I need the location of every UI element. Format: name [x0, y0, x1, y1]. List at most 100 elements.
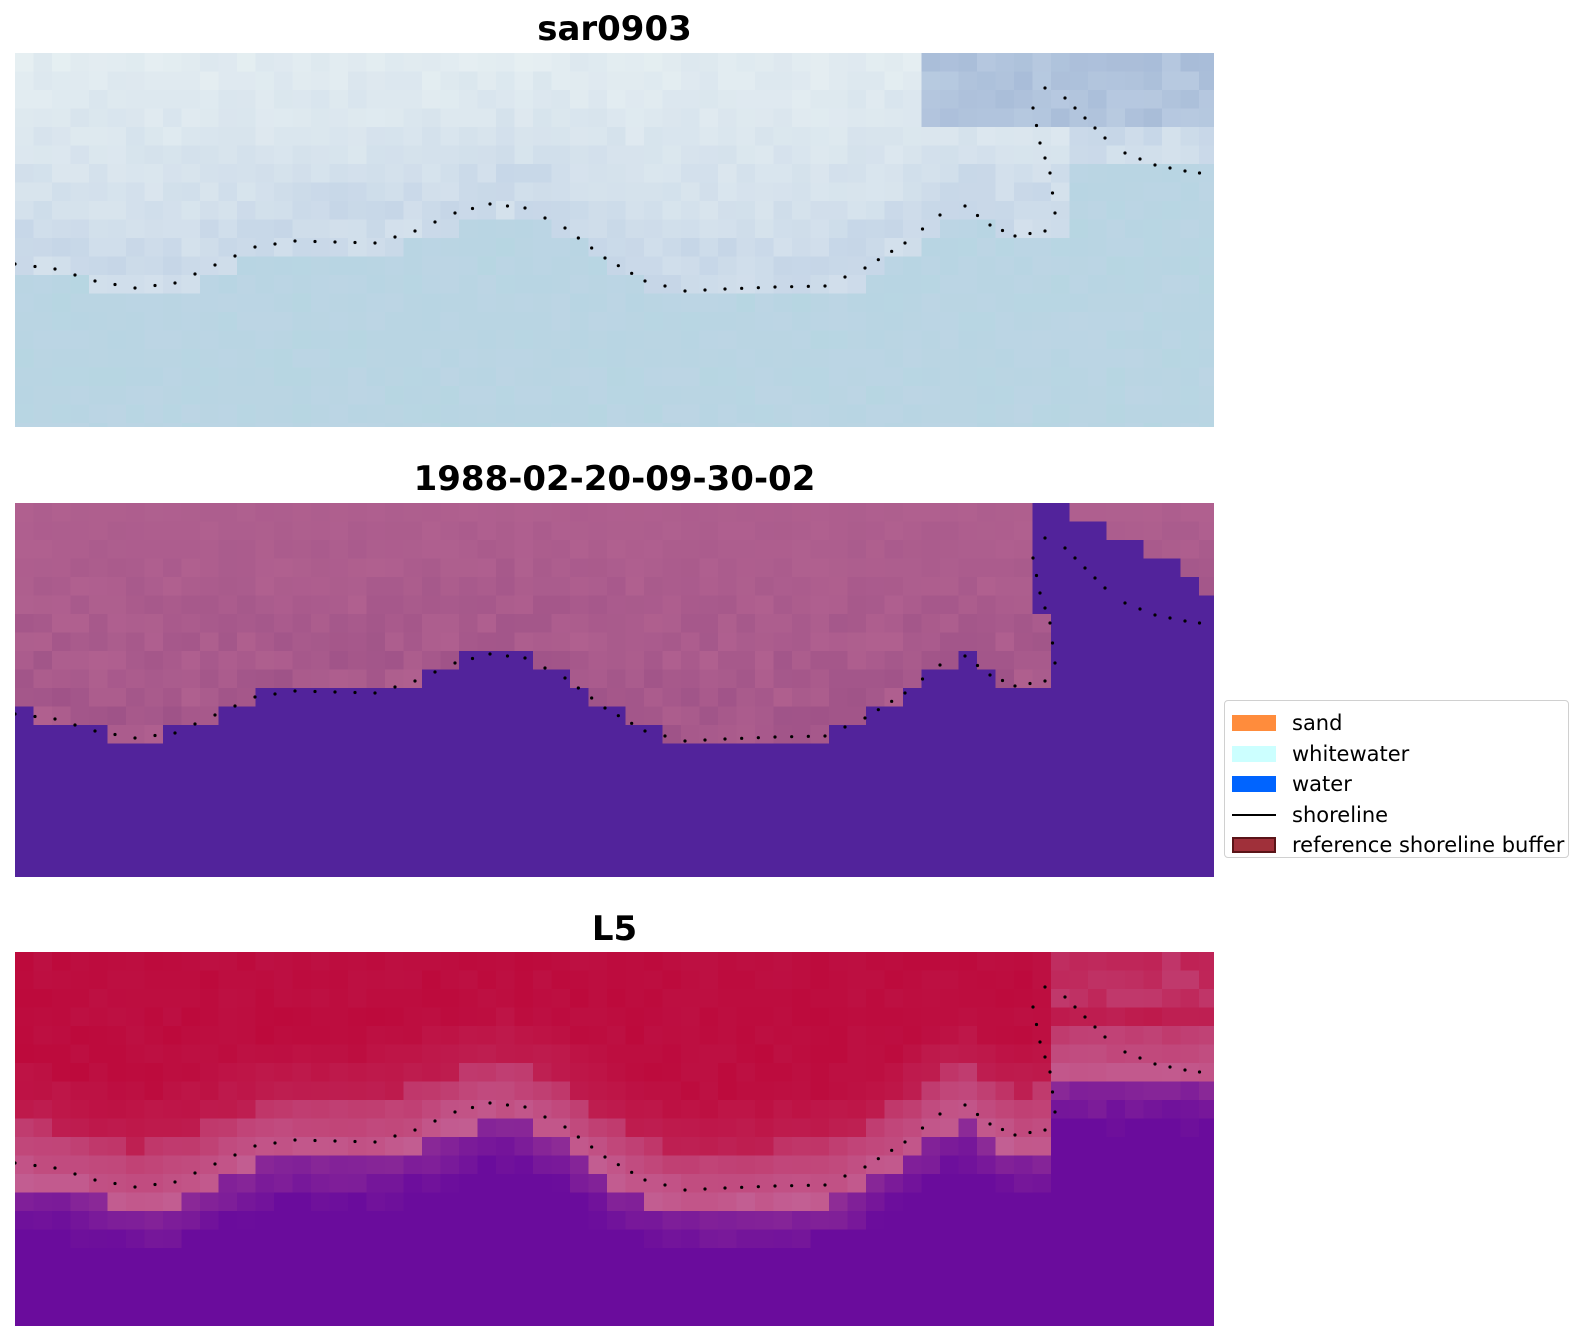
pixel-cell — [274, 1229, 293, 1249]
pixel-cell — [274, 330, 293, 350]
pixel-cell — [607, 275, 626, 294]
pixel-cell — [977, 762, 996, 781]
pixel-cell — [70, 404, 90, 424]
pixel-cell — [644, 614, 663, 633]
pixel-cell — [255, 90, 275, 109]
pixel-cell — [921, 182, 941, 202]
pixel-cell — [699, 293, 719, 313]
pixel-cell — [496, 873, 515, 877]
pixel-cell — [459, 817, 478, 837]
pixel-cell — [440, 367, 460, 387]
pixel-cell — [1069, 952, 1089, 971]
pixel-cell — [459, 989, 478, 1008]
pixel-cell — [1051, 614, 1070, 633]
pixel-cell — [644, 521, 663, 541]
pixel-cell — [773, 632, 793, 652]
pixel-cell — [70, 1229, 90, 1249]
pixel-cell — [311, 293, 330, 313]
pixel-cell — [533, 632, 552, 652]
pixel-cell — [755, 90, 774, 109]
pixel-cell — [551, 873, 571, 877]
pixel-cell — [884, 743, 904, 763]
pixel-cell — [89, 53, 108, 72]
pixel-cell — [1162, 349, 1181, 368]
pixel-cell — [662, 256, 682, 276]
pixel-cell — [366, 688, 386, 707]
pixel-cell — [1051, 53, 1070, 72]
pixel-cell — [107, 312, 127, 331]
shoreline-point — [963, 204, 967, 208]
pixel-cell — [403, 108, 423, 128]
pixel-cell — [736, 182, 756, 202]
pixel-cell — [884, 256, 904, 276]
pixel-cell — [1088, 367, 1107, 387]
pixel-cell — [699, 540, 719, 559]
shoreline-point — [293, 239, 297, 243]
pixel-cell — [237, 780, 256, 800]
pixel-cell — [311, 632, 330, 652]
pixel-cell — [292, 614, 312, 633]
pixel-cell — [15, 1303, 34, 1323]
pixel-cell — [884, 404, 904, 424]
pixel-cell — [607, 71, 626, 91]
pixel-cell — [940, 293, 959, 313]
pixel-cell — [1014, 127, 1033, 146]
pixel-cell — [755, 145, 774, 165]
pixel-cell — [1199, 817, 1214, 837]
pixel-cell — [1051, 1174, 1070, 1193]
shoreline-point — [1048, 1070, 1052, 1074]
pixel-cell — [1143, 817, 1163, 837]
pixel-cell — [533, 1248, 552, 1267]
pixel-cell — [496, 688, 515, 707]
pixel-cell — [866, 127, 885, 146]
pixel-cell — [1125, 1026, 1144, 1045]
pixel-cell — [163, 743, 182, 763]
shoreline-point — [756, 736, 760, 740]
pixel-cell — [403, 1118, 423, 1138]
pixel-cell — [1032, 386, 1052, 405]
pixel-cell — [644, 145, 663, 165]
shoreline-point — [213, 263, 217, 267]
pixel-cell — [477, 1044, 497, 1064]
shoreline-point — [113, 732, 117, 737]
pixel-cell — [329, 1266, 349, 1286]
pixel-cell — [33, 669, 53, 689]
pixel-cell — [440, 503, 460, 522]
pixel-cell — [1032, 873, 1052, 877]
pixel-cell — [977, 1174, 996, 1193]
pixel-cell — [662, 558, 682, 578]
panel-image — [15, 53, 1214, 427]
pixel-cell — [940, 349, 959, 368]
pixel-cell — [866, 780, 885, 800]
pixel-cell — [570, 780, 589, 800]
pixel-cell — [1032, 725, 1052, 744]
pixel-cell — [70, 1118, 90, 1138]
pixel-cell — [958, 706, 978, 726]
pixel-cell — [52, 1285, 71, 1304]
pixel-cell — [588, 799, 608, 818]
pixel-cell — [884, 595, 904, 615]
pixel-cell — [588, 1007, 608, 1027]
pixel-cell — [496, 53, 515, 72]
pixel-cell — [107, 108, 127, 128]
pixel-cell — [1088, 521, 1107, 541]
pixel-cell — [329, 503, 349, 522]
pixel-cell — [163, 1155, 182, 1175]
pixel-cell — [163, 238, 182, 257]
pixel-cell — [1032, 423, 1052, 427]
pixel-cell — [644, 386, 663, 405]
shoreline-point — [590, 1145, 594, 1149]
pixel-cell — [459, 238, 478, 257]
pixel-cell — [1199, 1322, 1214, 1326]
pixel-cell — [1032, 558, 1052, 578]
pixel-cell — [403, 1322, 423, 1326]
shoreline-point — [1043, 1055, 1047, 1059]
pixel-cell — [866, 970, 885, 990]
pixel-cell — [1032, 503, 1052, 522]
pixel-cell — [958, 799, 978, 818]
pixel-cell — [1143, 71, 1163, 91]
pixel-cell — [89, 1248, 108, 1267]
pixel-cell — [1143, 53, 1163, 72]
pixel-cell — [736, 706, 756, 726]
pixel-cell — [52, 1137, 71, 1156]
